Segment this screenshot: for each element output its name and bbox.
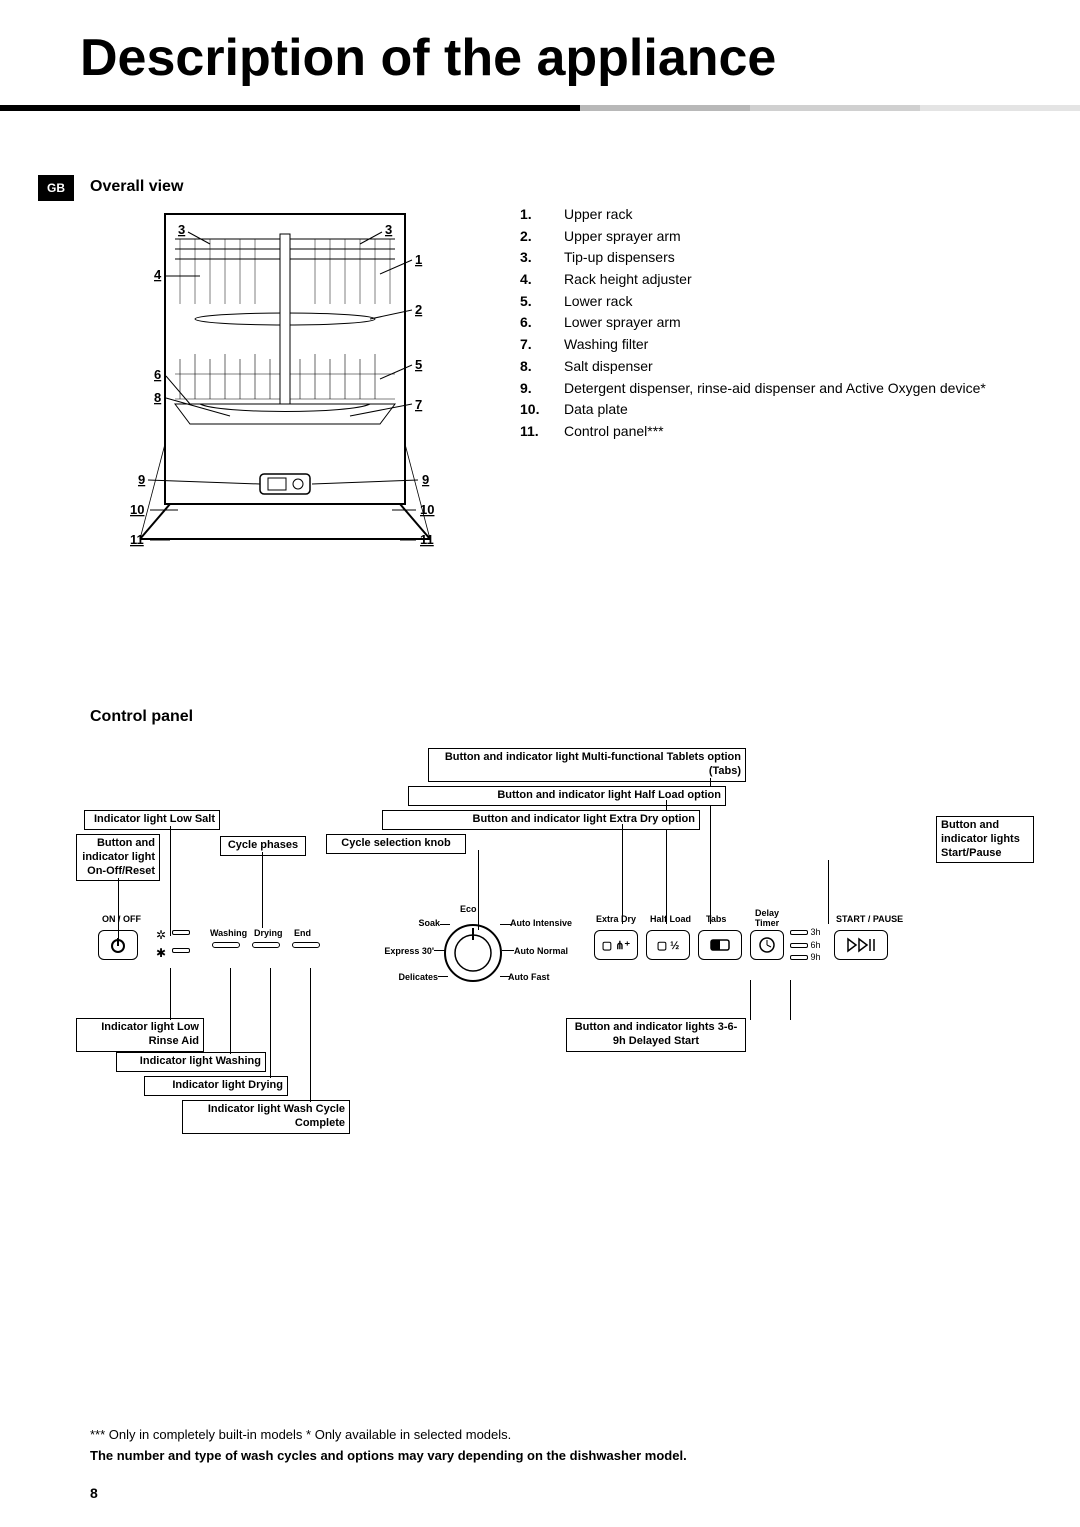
start-pause-label: START / PAUSE [836,914,903,924]
delay-timer-label: Delay Timer [750,908,784,928]
phase-drying-label: Drying [254,928,283,938]
extra-dry-button[interactable]: ▢ ⋔⁺ [594,930,638,960]
header-rule [0,105,1080,111]
knob-express: Express 30' [372,946,434,956]
callout-cycle-phases: Cycle phases [220,836,306,856]
callout-low-salt: Indicator light Low Salt [84,810,220,830]
svg-text:3: 3 [178,222,185,237]
svg-text:5: 5 [415,357,422,372]
rinse-icon: ✱ [156,946,166,960]
phase-end-label: End [294,928,311,938]
half-load-button[interactable]: ▢ ½ [646,930,690,960]
svg-text:11: 11 [420,532,434,547]
half-load-label: Half Load [650,914,691,924]
language-tab: GB [38,175,74,201]
overall-view-heading: Overall view [90,178,990,196]
extra-dry-label: Extra Dry [596,914,636,924]
page-title: Description of the appliance [80,30,1080,87]
callout-extra-dry: Button and indicator light Extra Dry opt… [382,810,700,830]
knob-auto-normal: Auto Normal [514,946,568,956]
callout-low-rinse: Indicator light Low Rinse Aid [76,1018,204,1052]
footnote-line-1: *** Only in completely built-in models *… [90,1427,990,1442]
start-pause-button[interactable] [834,930,888,960]
list-item: 11.Control panel*** [520,421,986,443]
list-item: 9.Detergent dispenser, rinse-aid dispens… [520,378,986,400]
knob-soak: Soak [410,918,440,928]
play-pause-icon [846,937,876,953]
callout-complete-light: Indicator light Wash Cycle Complete [182,1100,350,1134]
svg-text:3: 3 [385,222,392,237]
callout-delayed: Button and indicator lights 3-6-9h Delay… [566,1018,746,1052]
callout-drying-light: Indicator light Drying [144,1076,288,1096]
page-title-block: Description of the appliance [0,0,1080,87]
list-item: 5.Lower rack [520,291,986,313]
list-item: 1.Upper rack [520,204,986,226]
list-item: 8.Salt dispenser [520,356,986,378]
callout-half-load: Button and indicator light Half Load opt… [408,786,726,806]
knob-auto-intensive: Auto Intensive [510,918,572,928]
knob-delicates: Delicates [390,972,438,982]
delay-timer-button[interactable] [750,930,784,960]
callout-cycle-knob: Cycle selection knob [326,834,466,854]
list-item: 10.Data plate [520,399,986,421]
control-panel-heading: Control panel [90,708,1030,726]
knob-eco: Eco [460,904,477,914]
footnotes: *** Only in completely built-in models *… [90,1427,990,1463]
list-item: 3.Tip-up dispensers [520,247,986,269]
knob-auto-fast: Auto Fast [508,972,550,982]
on-off-button[interactable] [98,930,138,960]
control-panel-section: Control panel Button and indicator light… [90,708,1030,1190]
svg-text:9: 9 [422,472,429,487]
overall-view-section: Overall view [90,178,990,554]
tablet-icon [710,937,730,953]
salt-icon: ✲ [156,928,166,942]
cycle-selection-knob[interactable] [442,922,504,984]
appliance-diagram: 3 3 1 4 2 5 6 8 7 9 9 10 10 11 11 [120,204,450,554]
svg-text:2: 2 [415,302,422,317]
rinse-indicator [172,948,190,953]
callout-on-off: Button and indicator light On-Off/Reset [76,834,160,881]
parts-list: 1.Upper rack 2.Upper sprayer arm 3.Tip-u… [520,204,986,554]
svg-text:10: 10 [130,502,144,517]
control-panel-layout: Button and indicator light Multi-functio… [90,750,1030,1190]
footnote-line-2: The number and type of wash cycles and o… [90,1448,990,1463]
clock-icon [758,936,776,954]
callout-washing-light: Indicator light Washing [116,1052,266,1072]
svg-text:7: 7 [415,397,422,412]
phase-washing-indicator [212,942,240,948]
svg-text:9: 9 [138,472,145,487]
tabs-label: Tabs [706,914,726,924]
svg-text:8: 8 [154,390,161,405]
tabs-button[interactable] [698,930,742,960]
on-off-label: ON / OFF [102,914,141,924]
phase-washing-label: Washing [210,928,247,938]
salt-indicator [172,930,190,935]
phase-drying-indicator [252,942,280,948]
svg-text:10: 10 [420,502,434,517]
panel-strip: ON / OFF ✲ ✱ Washing Drying End Eco [90,920,1030,1000]
svg-text:6: 6 [154,367,161,382]
svg-text:11: 11 [130,532,144,547]
delay-options: 3h 6h 9h [790,926,821,964]
svg-text:1: 1 [415,252,422,267]
list-item: 4.Rack height adjuster [520,269,986,291]
svg-text:4: 4 [154,267,162,282]
page-number: 8 [90,1485,98,1501]
list-item: 2.Upper sprayer arm [520,226,986,248]
power-icon [109,936,127,954]
list-item: 7.Washing filter [520,334,986,356]
callout-start-pause: Button and indicator lights Start/Pause [936,816,1034,863]
phase-end-indicator [292,942,320,948]
list-item: 6.Lower sprayer arm [520,312,986,334]
callout-tabs: Button and indicator light Multi-functio… [428,748,746,782]
